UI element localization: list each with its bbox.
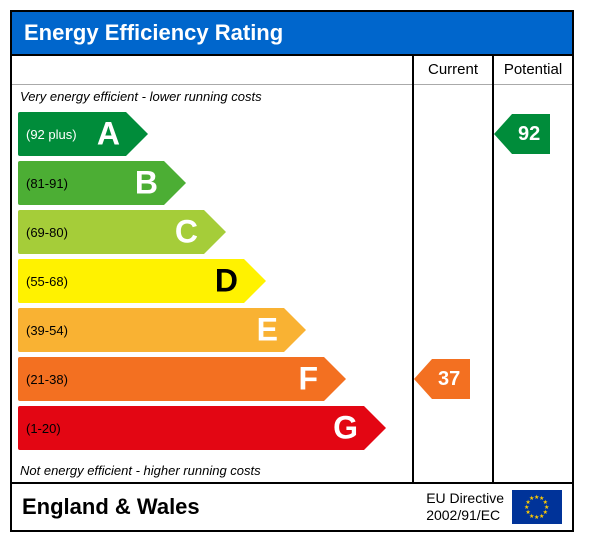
band-row-e: (39-54) E	[18, 308, 412, 352]
band-letter-a: A	[97, 116, 120, 153]
score-columns: Current 37 Potential 92	[414, 56, 572, 482]
band-range-c: (69-80)	[18, 225, 68, 240]
directive-line2: 2002/91/EC	[426, 507, 500, 523]
band-range-a: (92 plus)	[18, 127, 77, 142]
potential-column: Potential 92	[492, 56, 572, 482]
band-bar-c: (69-80) C	[18, 210, 204, 254]
eu-directive: EU Directive 2002/91/EC	[426, 490, 504, 524]
band-letter-c: C	[175, 214, 198, 251]
band-range-d: (55-68)	[18, 274, 68, 289]
chart-footer: England & Wales EU Directive 2002/91/EC …	[12, 482, 572, 530]
chart-title: Energy Efficiency Rating	[12, 12, 572, 54]
band-range-f: (21-38)	[18, 372, 68, 387]
epc-chart: Energy Efficiency Rating Very energy eff…	[10, 10, 574, 532]
band-row-a: (92 plus) A	[18, 112, 412, 156]
header-spacer	[12, 56, 412, 85]
band-range-b: (81-91)	[18, 176, 68, 191]
directive-line1: EU Directive	[426, 490, 504, 506]
bands-wrap: (92 plus) A (81-91) B (69-80) C (55-68) D (39-54…	[12, 108, 412, 459]
eu-flag-icon: ★★★★★★★★★★★★	[512, 490, 562, 524]
efficiency-note-bottom: Not energy efficient - higher running co…	[12, 459, 412, 482]
band-range-g: (1-20)	[18, 421, 61, 436]
current-column: Current 37	[414, 56, 492, 482]
band-letter-g: G	[333, 410, 358, 447]
band-bar-g: (1-20) G	[18, 406, 364, 450]
band-letter-e: E	[257, 312, 278, 349]
band-row-d: (55-68) D	[18, 259, 412, 303]
band-bar-a: (92 plus) A	[18, 112, 126, 156]
current-pointer: 37	[414, 359, 470, 399]
efficiency-note-top: Very energy efficient - lower running co…	[12, 85, 412, 108]
band-row-c: (69-80) C	[18, 210, 412, 254]
potential-pointer: 92	[494, 114, 550, 154]
band-bar-f: (21-38) F	[18, 357, 324, 401]
band-letter-b: B	[135, 165, 158, 202]
potential-header: Potential	[494, 56, 572, 85]
current-header: Current	[414, 56, 492, 85]
band-row-b: (81-91) B	[18, 161, 412, 205]
band-bar-d: (55-68) D	[18, 259, 244, 303]
band-row-f: (21-38) F	[18, 357, 412, 401]
bands-column: Very energy efficient - lower running co…	[12, 56, 414, 482]
band-bar-b: (81-91) B	[18, 161, 164, 205]
region-label: England & Wales	[22, 494, 426, 520]
band-range-e: (39-54)	[18, 323, 68, 338]
band-letter-f: F	[298, 361, 318, 398]
chart-body: Very energy efficient - lower running co…	[12, 54, 572, 482]
band-letter-d: D	[215, 263, 238, 300]
band-row-g: (1-20) G	[18, 406, 412, 450]
band-bar-e: (39-54) E	[18, 308, 284, 352]
